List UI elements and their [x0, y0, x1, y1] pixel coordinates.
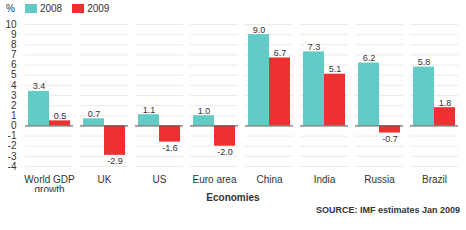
- html-text:2008: 2008: [39, 2, 63, 14]
- svg-text:-4: -4: [8, 161, 17, 172]
- svg-text:India: India: [314, 174, 336, 185]
- svg-text:7: 7: [11, 49, 17, 60]
- svg-text:Euro area: Euro area: [193, 174, 237, 185]
- svg-text:0: 0: [11, 120, 17, 131]
- svg-text:0.7: 0.7: [88, 109, 101, 119]
- svg-text:3: 3: [11, 90, 17, 101]
- svg-text:1: 1: [11, 110, 17, 121]
- svg-text:6.2: 6.2: [363, 53, 376, 63]
- svg-text:UK: UK: [98, 174, 112, 185]
- svg-text:0.5: 0.5: [54, 111, 67, 121]
- svg-text:5: 5: [11, 69, 17, 80]
- svg-text:World GDPgrowth: World GDPgrowth: [24, 174, 75, 192]
- svg-text:1.1: 1.1: [143, 105, 156, 115]
- svg-text:US: US: [153, 174, 167, 185]
- svg-text:9.0: 9.0: [253, 25, 266, 35]
- svg-text:-1: -1: [8, 130, 17, 141]
- svg-text:-3: -3: [8, 151, 17, 162]
- svg-text:3.4: 3.4: [33, 81, 46, 91]
- svg-text:6.7: 6.7: [274, 48, 287, 58]
- svg-text:10: 10: [5, 19, 17, 30]
- svg-text:Russia: Russia: [364, 174, 395, 185]
- svg-text:-2: -2: [8, 140, 17, 151]
- svg-text:4: 4: [11, 80, 17, 91]
- svg-text:7.3: 7.3: [308, 42, 321, 52]
- svg-text:5.8: 5.8: [418, 57, 431, 67]
- svg-text:1.8: 1.8: [439, 98, 452, 108]
- svg-text:-2.9: -2.9: [107, 156, 123, 166]
- svg-text:-1.6: -1.6: [162, 143, 178, 153]
- svg-text:-2.0: -2.0: [217, 147, 233, 157]
- svg-text:China: China: [256, 174, 283, 185]
- html-text:2009: 2009: [87, 2, 110, 14]
- html-text:Economies: Economies: [206, 192, 260, 203]
- svg-text:9: 9: [11, 29, 17, 40]
- svg-text:6: 6: [11, 59, 17, 70]
- svg-text:5.1: 5.1: [329, 64, 342, 74]
- svg-text:-0.7: -0.7: [382, 134, 398, 144]
- svg-text:2: 2: [11, 100, 17, 111]
- svg-text:1.0: 1.0: [198, 106, 211, 116]
- svg-text:8: 8: [11, 39, 17, 50]
- html-text:SOURCE: IMF estimates Jan 2009: SOURCE: IMF estimates Jan 2009: [315, 205, 460, 215]
- svg-text:Brazil: Brazil: [422, 174, 447, 185]
